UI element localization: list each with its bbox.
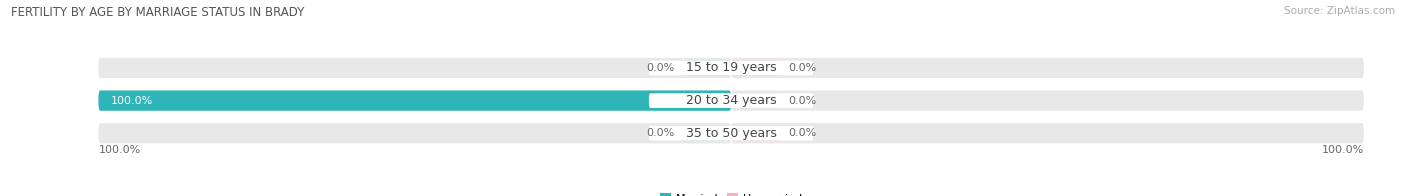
FancyBboxPatch shape — [648, 126, 813, 141]
FancyBboxPatch shape — [731, 93, 782, 108]
Text: 0.0%: 0.0% — [645, 63, 675, 73]
Legend: Married, Unmarried: Married, Unmarried — [655, 189, 807, 196]
Text: 0.0%: 0.0% — [645, 128, 675, 138]
FancyBboxPatch shape — [648, 93, 813, 108]
Text: 0.0%: 0.0% — [787, 63, 817, 73]
FancyBboxPatch shape — [681, 61, 731, 75]
Text: 15 to 19 years: 15 to 19 years — [686, 62, 776, 74]
Text: 100.0%: 100.0% — [1322, 145, 1364, 155]
Text: 0.0%: 0.0% — [787, 128, 817, 138]
FancyBboxPatch shape — [731, 91, 1364, 111]
FancyBboxPatch shape — [731, 61, 782, 75]
FancyBboxPatch shape — [681, 126, 731, 141]
FancyBboxPatch shape — [731, 123, 1364, 143]
Text: FERTILITY BY AGE BY MARRIAGE STATUS IN BRADY: FERTILITY BY AGE BY MARRIAGE STATUS IN B… — [11, 6, 305, 19]
FancyBboxPatch shape — [98, 91, 731, 111]
FancyBboxPatch shape — [648, 61, 813, 75]
Text: 35 to 50 years: 35 to 50 years — [686, 127, 776, 140]
Text: 20 to 34 years: 20 to 34 years — [686, 94, 776, 107]
FancyBboxPatch shape — [731, 126, 782, 141]
Text: 100.0%: 100.0% — [98, 145, 141, 155]
Text: 100.0%: 100.0% — [111, 96, 153, 106]
FancyBboxPatch shape — [98, 91, 731, 111]
Text: 0.0%: 0.0% — [787, 96, 817, 106]
Text: Source: ZipAtlas.com: Source: ZipAtlas.com — [1284, 6, 1395, 16]
FancyBboxPatch shape — [681, 93, 731, 108]
FancyBboxPatch shape — [731, 58, 1364, 78]
FancyBboxPatch shape — [98, 58, 731, 78]
FancyBboxPatch shape — [98, 123, 731, 143]
